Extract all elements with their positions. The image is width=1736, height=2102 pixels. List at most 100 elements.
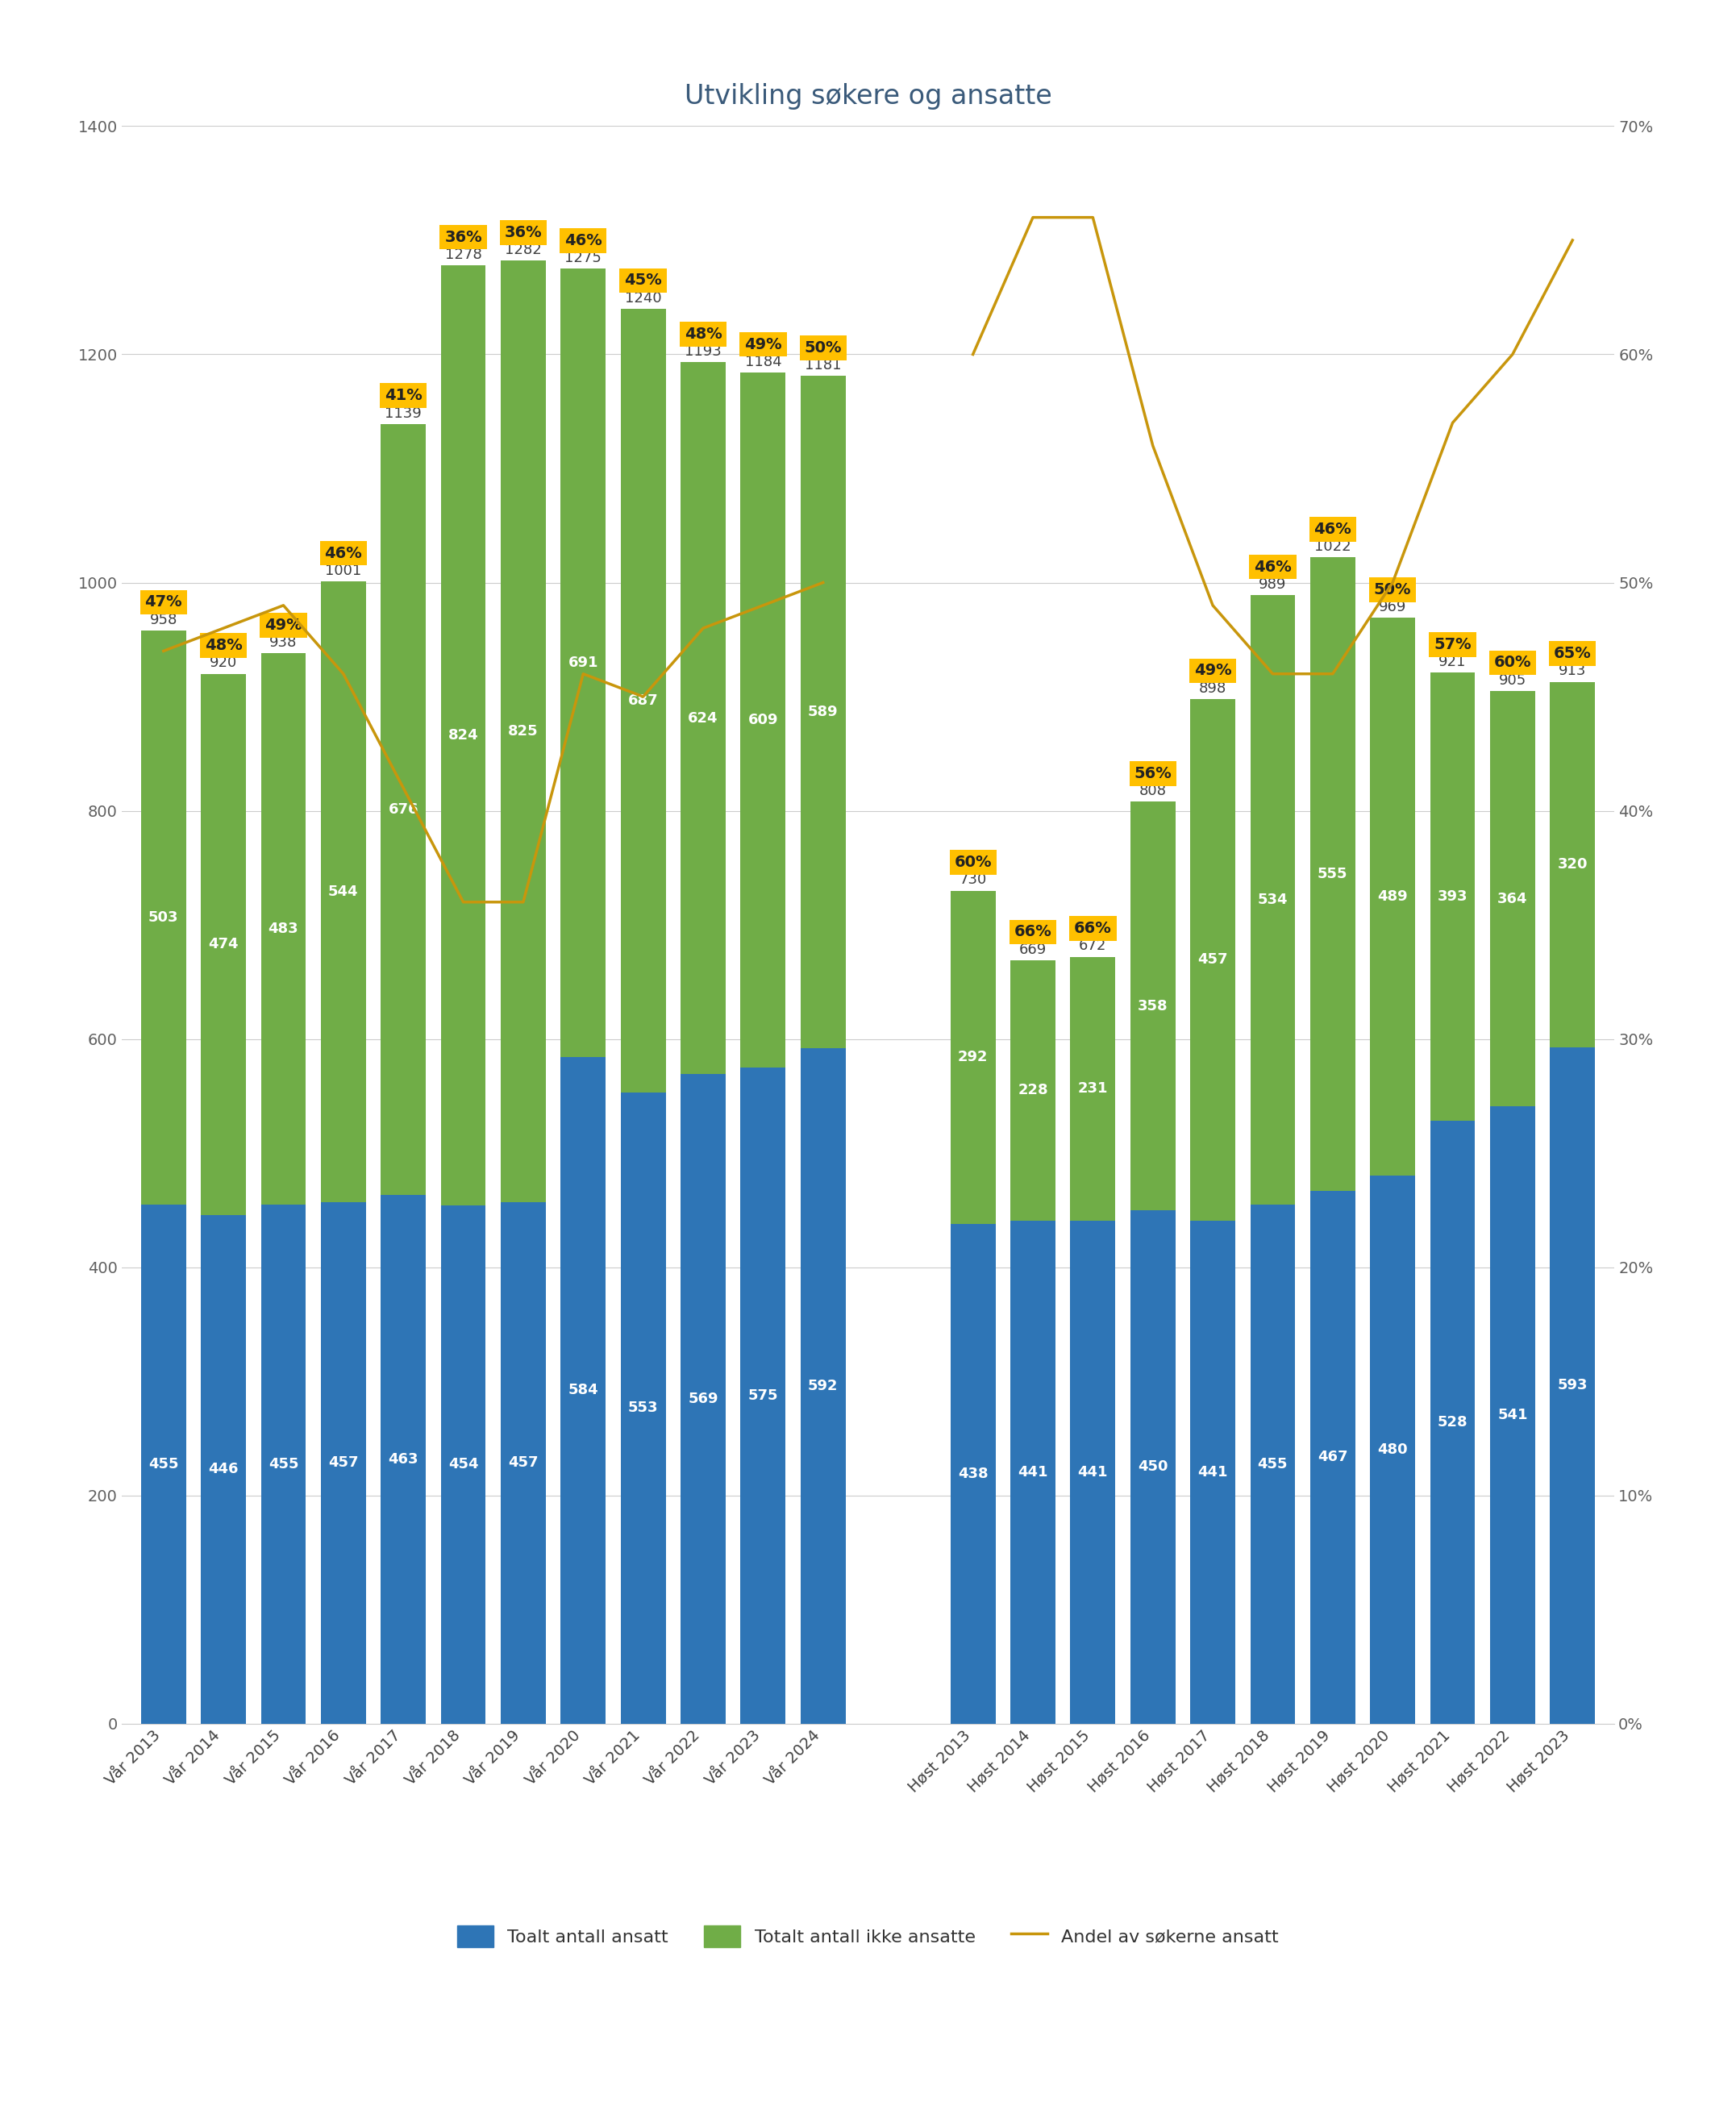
Text: 489: 489 <box>1377 889 1408 904</box>
Bar <box>950 1223 995 1724</box>
Title: Utvikling søkere og ansatte: Utvikling søkere og ansatte <box>684 82 1052 109</box>
Bar <box>621 309 665 1093</box>
Bar <box>1130 801 1175 1211</box>
Text: 913: 913 <box>1559 664 1587 679</box>
Bar <box>1071 956 1115 1221</box>
Text: 46%: 46% <box>564 233 602 248</box>
Bar <box>561 269 606 1057</box>
Text: 441: 441 <box>1017 1465 1049 1480</box>
Text: 393: 393 <box>1437 889 1467 904</box>
Text: 47%: 47% <box>144 595 182 610</box>
Bar <box>1250 595 1295 1204</box>
Text: 457: 457 <box>509 1457 538 1469</box>
Text: 575: 575 <box>748 1387 778 1402</box>
Bar <box>1250 1204 1295 1724</box>
Text: 41%: 41% <box>384 389 422 404</box>
Text: 1184: 1184 <box>745 355 781 370</box>
Bar <box>141 631 186 1204</box>
Bar <box>1430 1120 1476 1724</box>
Text: 938: 938 <box>269 635 297 650</box>
Text: 1278: 1278 <box>444 248 481 263</box>
Bar <box>1311 1190 1356 1724</box>
Text: 49%: 49% <box>745 336 781 351</box>
Bar <box>681 362 726 1074</box>
Bar <box>441 265 486 1207</box>
Bar <box>1550 1047 1595 1724</box>
Text: 592: 592 <box>807 1379 838 1394</box>
Text: 441: 441 <box>1078 1465 1108 1480</box>
Text: 450: 450 <box>1137 1459 1168 1474</box>
Text: 905: 905 <box>1498 673 1526 687</box>
Text: 672: 672 <box>1080 940 1108 954</box>
Text: 36%: 36% <box>444 229 483 244</box>
Bar <box>1010 961 1055 1221</box>
Text: 231: 231 <box>1078 1080 1108 1095</box>
Text: 898: 898 <box>1200 681 1227 696</box>
Bar <box>1370 618 1415 1175</box>
Text: 541: 541 <box>1498 1408 1528 1423</box>
Bar <box>1311 557 1356 1190</box>
Bar <box>1191 1221 1236 1724</box>
Bar <box>321 1202 366 1724</box>
Bar <box>260 1204 306 1724</box>
Text: 56%: 56% <box>1134 765 1172 782</box>
Text: 1022: 1022 <box>1314 540 1351 555</box>
Text: 46%: 46% <box>325 547 363 561</box>
Text: 824: 824 <box>448 727 479 742</box>
Bar <box>1010 1221 1055 1724</box>
Text: 609: 609 <box>748 713 778 727</box>
Text: 66%: 66% <box>1075 921 1111 935</box>
Text: 528: 528 <box>1437 1415 1467 1429</box>
Text: 691: 691 <box>568 656 599 671</box>
Text: 730: 730 <box>958 872 986 887</box>
Text: 480: 480 <box>1377 1442 1408 1457</box>
Text: 441: 441 <box>1198 1465 1227 1480</box>
Text: 49%: 49% <box>1194 662 1231 679</box>
Bar <box>441 1207 486 1724</box>
Bar <box>1191 700 1236 1221</box>
Text: 36%: 36% <box>505 225 542 240</box>
Text: 46%: 46% <box>1253 559 1292 574</box>
Text: 669: 669 <box>1019 942 1047 956</box>
Bar <box>1489 1106 1535 1724</box>
Text: 292: 292 <box>958 1051 988 1064</box>
Text: 446: 446 <box>208 1461 238 1476</box>
Text: 1240: 1240 <box>625 290 661 305</box>
Text: 553: 553 <box>628 1400 658 1415</box>
Text: 624: 624 <box>687 710 719 725</box>
Text: 60%: 60% <box>955 856 991 870</box>
Text: 438: 438 <box>958 1467 988 1482</box>
Text: 364: 364 <box>1498 891 1528 906</box>
Text: 1139: 1139 <box>385 406 422 420</box>
Bar <box>1071 1221 1115 1724</box>
Legend: Toalt antall ansatt, Totalt antall ikke ansatte, Andel av søkerne ansatt: Toalt antall ansatt, Totalt antall ikke … <box>450 1919 1286 1955</box>
Text: 467: 467 <box>1318 1450 1347 1465</box>
Text: 1282: 1282 <box>505 244 542 256</box>
Text: 1001: 1001 <box>325 563 361 578</box>
Text: 65%: 65% <box>1554 645 1592 662</box>
Text: 969: 969 <box>1378 599 1406 614</box>
Text: 1193: 1193 <box>684 345 722 359</box>
Text: 808: 808 <box>1139 784 1167 799</box>
Bar <box>380 425 425 1196</box>
Text: 1275: 1275 <box>564 250 602 265</box>
Text: 474: 474 <box>208 937 238 952</box>
Bar <box>741 372 786 1068</box>
Text: 48%: 48% <box>684 326 722 343</box>
Bar <box>380 1196 425 1724</box>
Text: 50%: 50% <box>804 341 842 355</box>
Bar <box>1430 673 1476 1120</box>
Bar <box>500 1202 545 1724</box>
Text: 989: 989 <box>1259 578 1286 591</box>
Bar <box>1370 1175 1415 1724</box>
Text: 60%: 60% <box>1493 656 1531 671</box>
Text: 57%: 57% <box>1434 637 1472 652</box>
Text: 593: 593 <box>1557 1379 1588 1392</box>
Text: 457: 457 <box>328 1457 358 1469</box>
Text: 555: 555 <box>1318 866 1347 881</box>
Text: 534: 534 <box>1257 893 1288 908</box>
Text: 45%: 45% <box>625 273 661 288</box>
Bar <box>741 1068 786 1724</box>
Text: 48%: 48% <box>205 639 243 654</box>
Text: 584: 584 <box>568 1383 599 1398</box>
